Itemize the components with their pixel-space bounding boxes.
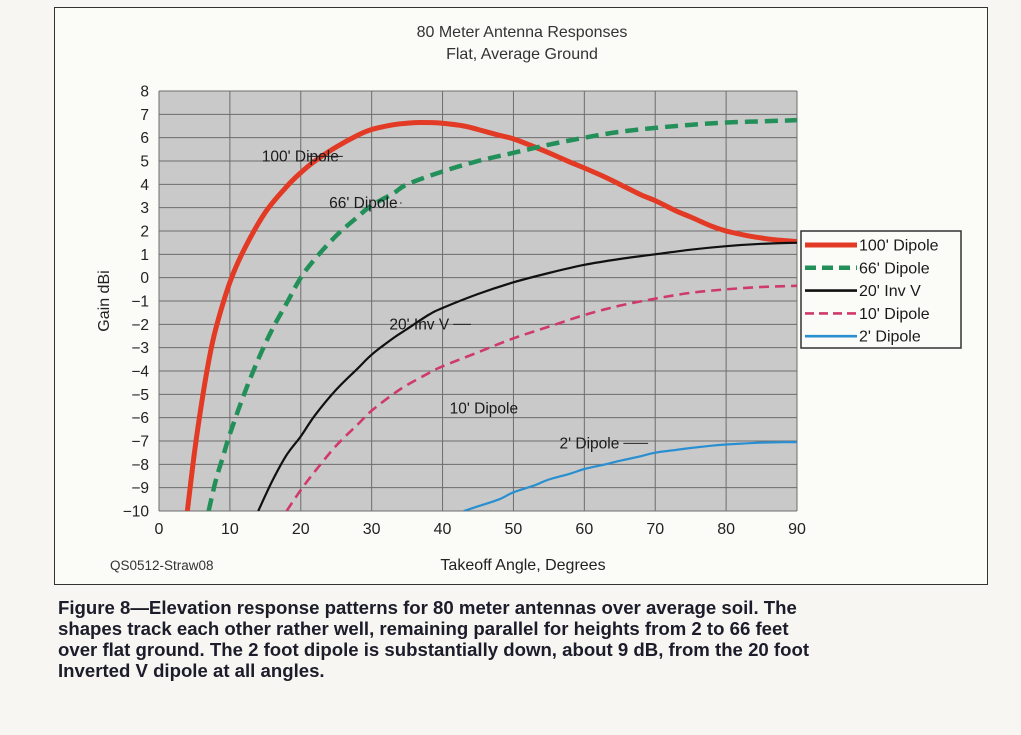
x-tick-label: 90	[788, 521, 806, 538]
gridlines	[158, 90, 798, 512]
series-annotation: 2' Dipole	[560, 435, 620, 452]
figure-caption: Figure 8—Elevation response patterns for…	[58, 597, 978, 681]
y-tick-label: 5	[140, 154, 149, 171]
y-tick-label: −8	[131, 457, 149, 474]
y-tick-label: −4	[131, 364, 149, 381]
x-tick-label: 20	[292, 521, 310, 538]
caption-line: over flat ground. The 2 foot dipole is s…	[58, 639, 810, 660]
x-tick-label: 60	[575, 521, 593, 538]
y-tick-label: 2	[140, 224, 149, 241]
y-tick-label: −2	[131, 317, 149, 334]
x-tick-label: 50	[505, 521, 523, 538]
series-annotation: 10' Dipole	[450, 400, 518, 417]
y-tick-label: 7	[140, 107, 149, 124]
y-tick-label: −1	[131, 294, 149, 311]
legend-label: 66' Dipole	[859, 260, 930, 277]
chart-subtitle: Flat, Average Ground	[446, 46, 598, 63]
y-tick-label: 1	[140, 247, 149, 264]
series-annotation: 100' Dipole	[262, 148, 339, 165]
caption-line: shapes track each other rather well, rem…	[58, 618, 789, 639]
series-line	[257, 241, 797, 511]
line-chart: 100' Dipole 66' Dipole 20' Inv V 10' Dipole…	[96, 84, 962, 574]
y-tick-label: −9	[131, 480, 149, 497]
x-tick-label: 0	[155, 521, 164, 538]
x-tick-label: 10	[221, 521, 239, 538]
figure-code: QS0512-Straw08	[110, 558, 214, 573]
series-line	[463, 441, 797, 511]
legend-label: 10' Dipole	[859, 306, 930, 323]
y-tick-label: −10	[123, 504, 150, 521]
y-tick-label: 4	[140, 177, 149, 194]
caption-line: Inverted V dipole at all angles.	[58, 660, 325, 681]
x-tick-label: 30	[363, 521, 381, 538]
y-tick-label: −6	[131, 410, 149, 427]
x-tick-label: 80	[717, 521, 735, 538]
x-axis-label: Takeoff Angle, Degrees	[440, 557, 605, 574]
series-line	[285, 284, 797, 511]
y-tick-label: −3	[131, 340, 149, 357]
chart-title: 80 Meter Antenna Responses	[416, 24, 628, 41]
y-tick-label: 3	[140, 200, 149, 217]
series-annotation: 20' Inv V	[389, 316, 449, 333]
legend-label: 100' Dipole	[859, 238, 939, 255]
x-tick-label: 40	[434, 521, 452, 538]
y-axis-label: Gain dBi	[96, 270, 113, 331]
series-line	[206, 117, 797, 511]
y-tick-label: 8	[140, 84, 149, 101]
y-tick-label: −5	[131, 387, 149, 404]
series-annotation: 66' Dipole	[329, 195, 397, 212]
caption-line: Figure 8—Elevation response patterns for…	[58, 597, 797, 618]
figure-panel: 80 Meter Antenna Responses Flat, Average…	[54, 7, 988, 585]
legend: 100' Dipole 66' Dipole 20' Inv V 10' Dipole…	[800, 230, 962, 349]
x-tick-label: 70	[646, 521, 664, 538]
series-group	[184, 117, 797, 511]
legend-label: 20' Inv V	[859, 283, 921, 300]
y-tick-label: −7	[131, 434, 149, 451]
y-tick-label: 0	[140, 270, 149, 287]
series-line	[184, 120, 797, 511]
legend-label: 2' Dipole	[859, 329, 921, 346]
y-tick-label: 6	[140, 130, 149, 147]
